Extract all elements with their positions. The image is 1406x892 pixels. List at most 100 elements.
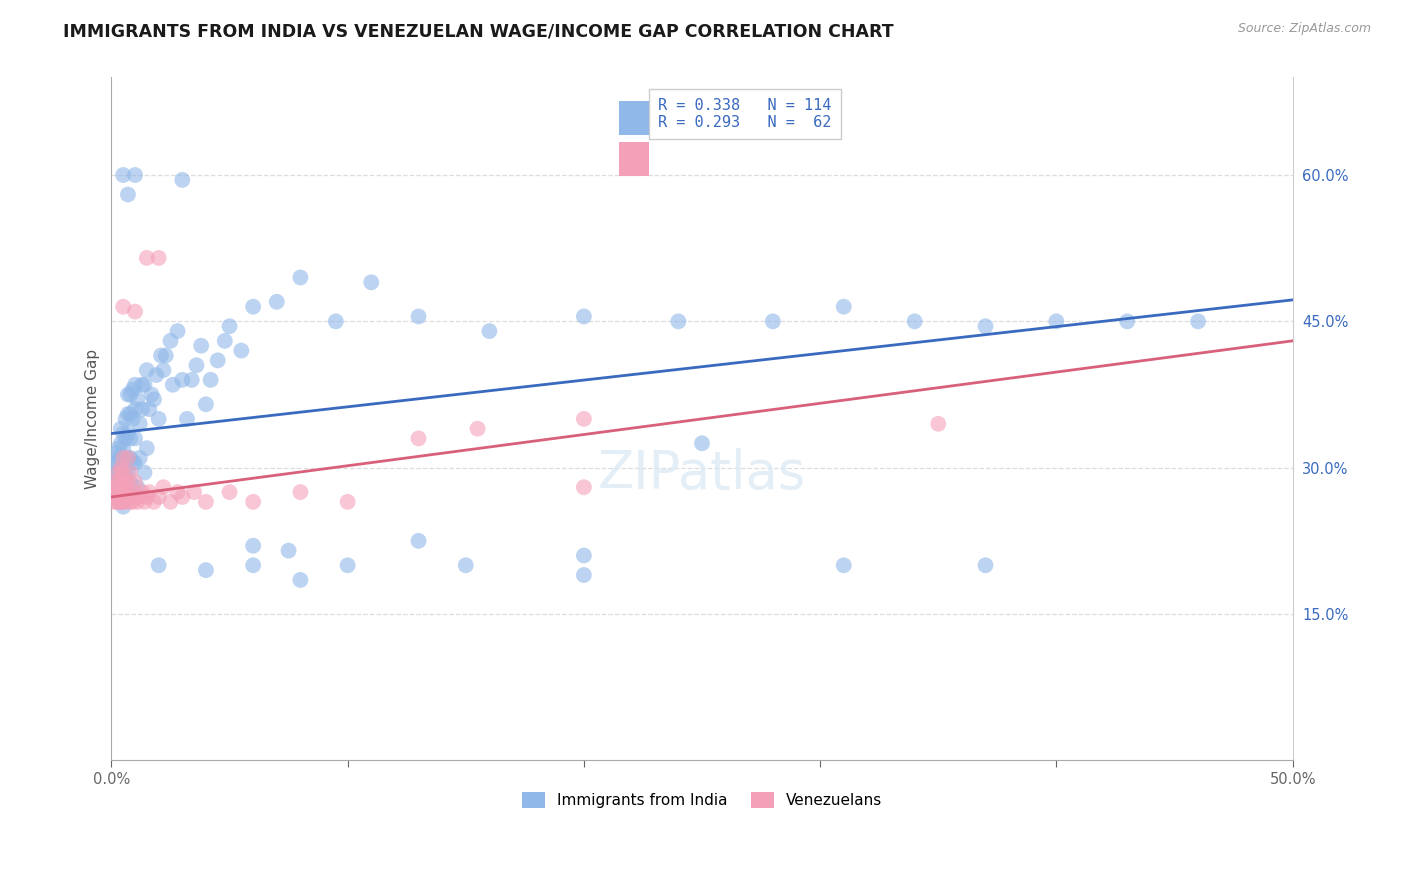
Point — [105, 475, 128, 490]
Point — [114, 432, 136, 446]
Point — [117, 387, 139, 401]
Point — [325, 314, 347, 328]
Point — [117, 407, 139, 421]
Point — [112, 426, 135, 441]
Point — [124, 490, 146, 504]
Point — [103, 490, 125, 504]
Point — [127, 392, 149, 407]
Point — [117, 450, 139, 465]
Point — [131, 377, 153, 392]
Point — [572, 310, 595, 324]
Point — [166, 324, 188, 338]
Point — [572, 549, 595, 563]
Point — [242, 300, 264, 314]
Point — [176, 412, 198, 426]
Point — [124, 168, 146, 182]
Y-axis label: Wage/Income Gap: Wage/Income Gap — [86, 349, 100, 489]
Point — [121, 490, 143, 504]
Point — [360, 276, 382, 290]
Point — [231, 343, 253, 358]
Point — [572, 480, 595, 494]
Point — [290, 485, 312, 500]
Point — [128, 450, 150, 465]
FancyBboxPatch shape — [619, 102, 648, 136]
Point — [103, 480, 125, 494]
Point — [112, 466, 135, 480]
Point — [107, 495, 129, 509]
Point — [974, 319, 997, 334]
Point — [183, 485, 205, 500]
Point — [117, 426, 139, 441]
Text: ZIPatlas: ZIPatlas — [598, 448, 806, 500]
Point — [120, 407, 142, 421]
Point — [117, 466, 139, 480]
Point — [131, 402, 153, 417]
Point — [762, 314, 785, 328]
Point — [150, 349, 173, 363]
Point — [112, 490, 135, 504]
Point — [110, 422, 132, 436]
Point — [148, 251, 170, 265]
Point — [138, 485, 160, 500]
Point — [214, 334, 236, 348]
Point — [467, 422, 489, 436]
Point — [114, 475, 136, 490]
Point — [121, 456, 143, 470]
Point — [194, 495, 217, 509]
Point — [134, 377, 156, 392]
Point — [112, 456, 135, 470]
Point — [145, 368, 167, 382]
Point — [105, 485, 128, 500]
Point — [120, 475, 142, 490]
Point — [107, 485, 129, 500]
Point — [186, 358, 208, 372]
Point — [117, 490, 139, 504]
Point — [112, 168, 135, 182]
Point — [266, 294, 288, 309]
Point — [172, 373, 194, 387]
Point — [1116, 314, 1139, 328]
Point — [103, 495, 125, 509]
Point — [107, 475, 129, 490]
Legend: Immigrants from India, Venezuelans: Immigrants from India, Venezuelans — [516, 786, 889, 814]
Point — [666, 314, 689, 328]
Point — [832, 558, 855, 573]
Point — [242, 558, 264, 573]
Point — [336, 558, 359, 573]
Point — [194, 563, 217, 577]
Point — [107, 490, 129, 504]
Point — [117, 450, 139, 465]
Point — [277, 543, 299, 558]
Point — [832, 300, 855, 314]
Point — [141, 387, 163, 401]
Point — [336, 495, 359, 509]
Point — [110, 495, 132, 509]
Point — [974, 558, 997, 573]
Point — [152, 363, 174, 377]
Point — [117, 490, 139, 504]
Point — [114, 490, 136, 504]
Point — [142, 392, 165, 407]
Point — [166, 485, 188, 500]
Point — [454, 558, 477, 573]
Point — [112, 475, 135, 490]
Point — [155, 349, 177, 363]
Point — [124, 304, 146, 318]
Point — [162, 377, 184, 392]
Point — [107, 466, 129, 480]
Point — [110, 485, 132, 500]
Point — [120, 490, 142, 504]
Point — [904, 314, 927, 328]
Point — [114, 495, 136, 509]
Point — [110, 495, 132, 509]
Point — [124, 402, 146, 417]
Point — [112, 495, 135, 509]
Point — [200, 373, 222, 387]
Point — [105, 456, 128, 470]
Point — [148, 490, 170, 504]
Point — [114, 466, 136, 480]
Point — [117, 475, 139, 490]
Point — [128, 490, 150, 504]
Point — [218, 319, 240, 334]
Point — [110, 436, 132, 450]
